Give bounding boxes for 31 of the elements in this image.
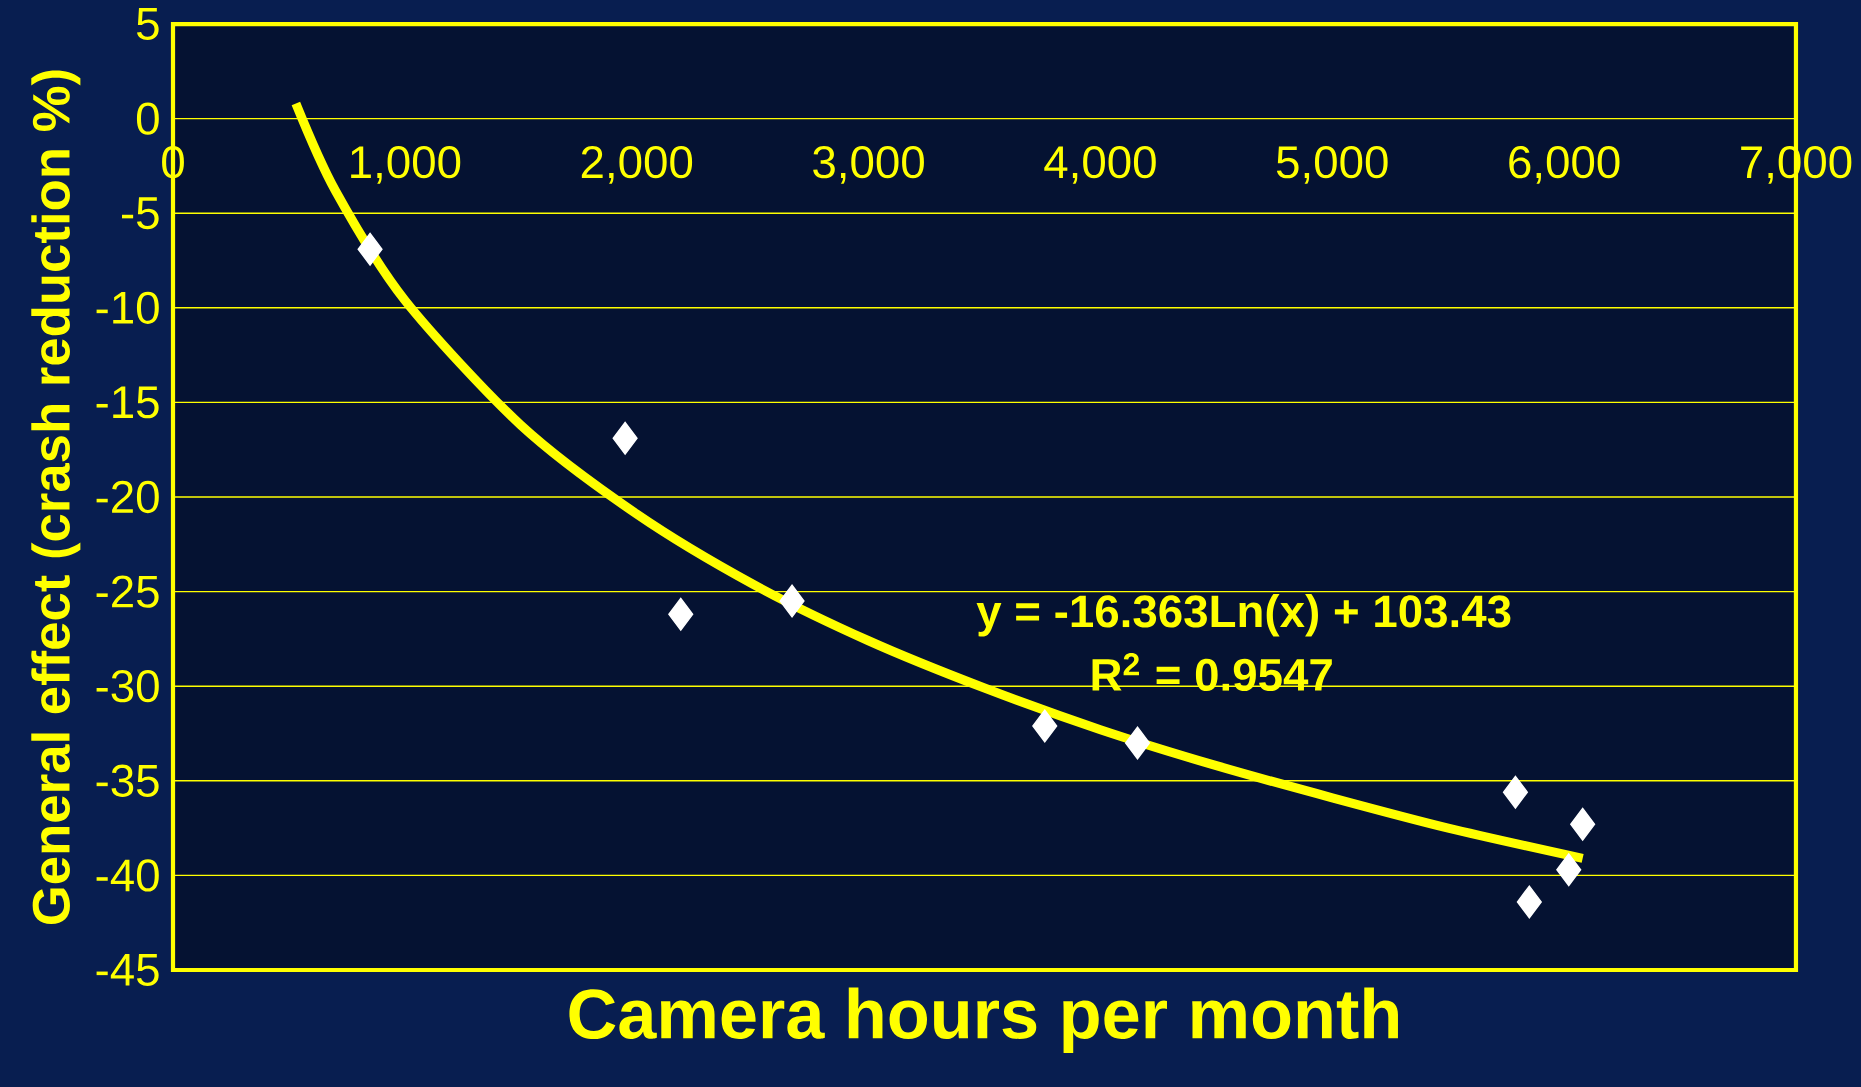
y-tick-label: -40 bbox=[96, 859, 159, 892]
point bbox=[1556, 853, 1582, 887]
y-tick-label: -30 bbox=[96, 670, 159, 703]
point bbox=[668, 597, 694, 631]
annotation: R$^{2}$ = 0.9547 bbox=[1092, 652, 1332, 692]
x-tick-label: 5,000 bbox=[1276, 146, 1388, 184]
y-tick-label: -5 bbox=[122, 197, 159, 230]
y-axis-title: General effect (crash reduction %) bbox=[31, 70, 81, 925]
point bbox=[1032, 709, 1058, 743]
x-axis-title: Camera hours per month bbox=[569, 987, 1398, 1053]
point bbox=[779, 584, 805, 618]
y-tick-label: -35 bbox=[96, 764, 159, 797]
point bbox=[612, 421, 638, 455]
point bbox=[1502, 775, 1529, 809]
point bbox=[1570, 807, 1596, 841]
x-tick-label: 3,000 bbox=[813, 146, 924, 184]
y-tick-label: -20 bbox=[96, 480, 159, 514]
x-tick-label: 4,000 bbox=[1044, 146, 1156, 184]
point bbox=[1516, 885, 1542, 919]
y-tick-label: -10 bbox=[96, 291, 159, 324]
x-tick-label: 2,000 bbox=[581, 146, 693, 184]
y-tick-label: -25 bbox=[96, 575, 159, 608]
y-tick-label: -15 bbox=[96, 386, 159, 419]
y-tick-label: 5 bbox=[137, 8, 159, 40]
annotation: y = -16.363Ln(x) + 103.43 bbox=[976, 593, 1511, 637]
y-tick-label: -45 bbox=[96, 954, 159, 986]
x-tick-label: 1,000 bbox=[351, 146, 461, 184]
y-tick-label: 0 bbox=[136, 102, 159, 135]
point bbox=[1124, 726, 1151, 760]
x-tick-label: 6,000 bbox=[1509, 146, 1620, 184]
point bbox=[357, 232, 383, 266]
